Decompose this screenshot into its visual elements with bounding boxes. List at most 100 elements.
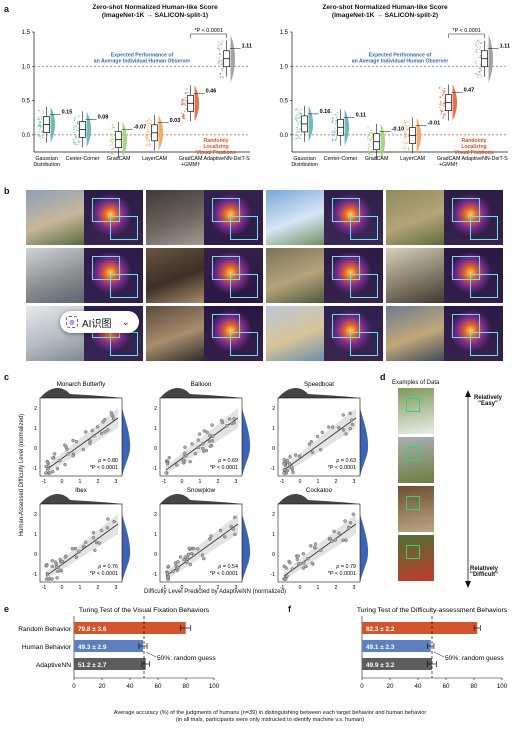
score-point bbox=[335, 136, 338, 138]
data-point bbox=[171, 569, 175, 574]
score-point bbox=[336, 111, 339, 114]
value-label: -0.10 bbox=[392, 127, 405, 133]
data-point bbox=[70, 546, 75, 551]
p-label: *P < 0.0001 bbox=[210, 571, 238, 577]
score-point bbox=[336, 129, 338, 132]
score-point bbox=[444, 109, 446, 111]
fixation-box bbox=[470, 274, 498, 298]
category-label: LayerCAM bbox=[142, 156, 167, 162]
score-point bbox=[479, 48, 481, 50]
scatter-title: Monarch Butterfly bbox=[57, 381, 106, 388]
score-point bbox=[220, 63, 223, 66]
score-point bbox=[185, 108, 188, 110]
score-point bbox=[38, 131, 40, 133]
data-point bbox=[55, 467, 60, 471]
value-label: 0.47 bbox=[464, 88, 475, 94]
score-point bbox=[369, 130, 372, 132]
score-point bbox=[109, 128, 112, 131]
x-tick-label: 1 bbox=[79, 585, 82, 590]
x-tick-label: 0 bbox=[72, 683, 76, 690]
fixation-box bbox=[470, 216, 498, 240]
score-point bbox=[221, 40, 224, 42]
data-point bbox=[50, 577, 54, 581]
bar bbox=[362, 622, 478, 634]
score-point bbox=[296, 115, 298, 117]
score-point bbox=[72, 139, 75, 141]
example-image bbox=[398, 535, 434, 581]
x-tick-label: 100 bbox=[497, 683, 508, 690]
score-point bbox=[221, 60, 223, 63]
score-point bbox=[73, 141, 75, 143]
score-point bbox=[37, 116, 40, 118]
score-point bbox=[39, 120, 41, 123]
score-point bbox=[113, 139, 115, 141]
bar bbox=[74, 640, 144, 652]
score-point bbox=[149, 123, 151, 125]
score-point bbox=[218, 41, 220, 44]
score-point bbox=[475, 43, 477, 45]
fixation-box bbox=[230, 332, 258, 356]
score-point bbox=[184, 99, 187, 102]
value-label: 0.03 bbox=[170, 118, 181, 124]
score-point bbox=[147, 124, 150, 127]
score-point bbox=[109, 144, 111, 147]
rho-label: ρ = 0.63 bbox=[336, 458, 356, 464]
score-point bbox=[77, 130, 79, 132]
data-point bbox=[208, 444, 213, 448]
value-label: 1.11 bbox=[242, 44, 252, 50]
ai-image-recognition-button[interactable]: ◎ AI识图 ⌄ bbox=[60, 311, 139, 333]
score-point bbox=[336, 116, 339, 118]
data-point bbox=[211, 434, 215, 438]
data-point bbox=[105, 526, 110, 530]
scene-image bbox=[266, 248, 324, 303]
data-point bbox=[101, 420, 105, 424]
data-point bbox=[92, 434, 96, 438]
x-density bbox=[278, 494, 360, 504]
data-point bbox=[74, 555, 79, 560]
chevron-down-icon[interactable]: ⌄ bbox=[121, 316, 130, 328]
score-point bbox=[331, 122, 334, 124]
data-point bbox=[330, 425, 335, 429]
score-point bbox=[183, 103, 186, 106]
score-point bbox=[294, 118, 297, 120]
score-point bbox=[75, 143, 77, 146]
data-point bbox=[81, 447, 86, 452]
attention-map bbox=[324, 306, 383, 361]
fixation-box bbox=[406, 398, 420, 412]
example-image bbox=[398, 437, 434, 483]
data-point bbox=[53, 560, 58, 564]
score-point bbox=[218, 59, 220, 61]
x-tick-label: -1 bbox=[280, 585, 285, 590]
data-point bbox=[95, 425, 100, 429]
scatter-title: Snowplow bbox=[187, 487, 216, 494]
score-point bbox=[110, 139, 112, 141]
x-tick-label: 80 bbox=[471, 683, 478, 690]
data-point bbox=[333, 538, 338, 542]
score-point bbox=[111, 134, 113, 136]
data-point bbox=[112, 519, 116, 524]
score-point bbox=[443, 92, 445, 94]
rho-label: ρ = 0.79 bbox=[336, 564, 356, 570]
score-point bbox=[146, 120, 149, 122]
data-point bbox=[290, 567, 295, 571]
score-point bbox=[42, 110, 45, 112]
data-point bbox=[63, 443, 67, 447]
data-point bbox=[73, 546, 78, 551]
score-point bbox=[332, 139, 334, 141]
score-point bbox=[113, 147, 115, 149]
data-point bbox=[190, 442, 194, 446]
panel-e-label: e bbox=[4, 604, 10, 614]
data-point bbox=[350, 422, 355, 427]
score-point bbox=[111, 141, 114, 144]
score-point bbox=[73, 143, 76, 145]
bar-value-label: 49.3 ± 2.9 bbox=[78, 644, 107, 651]
data-point bbox=[232, 420, 236, 425]
data-point bbox=[229, 524, 233, 529]
bar-value-label: 49.9 ± 3.2 bbox=[366, 662, 395, 669]
score-point bbox=[145, 144, 148, 147]
score-point bbox=[180, 103, 183, 106]
rho-label: ρ = 0.54 bbox=[218, 564, 238, 570]
attention-map bbox=[204, 190, 263, 245]
x-tick-label: -1 bbox=[162, 585, 167, 590]
score-point bbox=[221, 70, 224, 72]
